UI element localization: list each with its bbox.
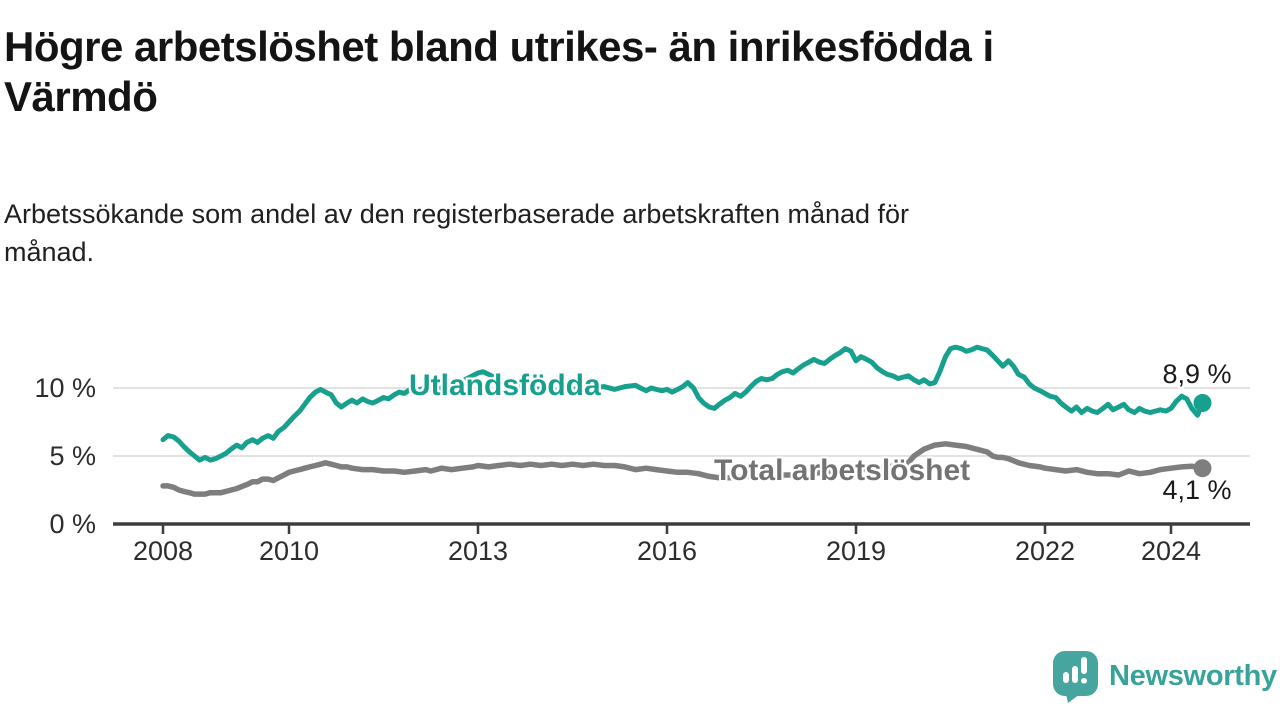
series-line-utlandsfodda bbox=[160, 344, 1205, 463]
end-value-utlandsfodda: 8,9 % bbox=[1162, 359, 1232, 389]
x-tick-label-2016: 2016 bbox=[636, 536, 698, 566]
series-end-dot-total bbox=[1193, 459, 1212, 478]
series-label-total-arbetsloshet: Total arbetslöshet bbox=[714, 454, 971, 487]
series-line-total bbox=[160, 441, 1206, 497]
x-tick-label-2010: 2010 bbox=[258, 536, 320, 566]
x-tick-label-2022: 2022 bbox=[1014, 536, 1076, 566]
y-tick-label-0: 0 % bbox=[49, 509, 96, 539]
series-label-utlandsfodda: Utlandsfödda bbox=[409, 369, 601, 402]
newsworthy-logo-text: Newsworthy bbox=[1109, 660, 1277, 692]
y-tick-label-10: 10 % bbox=[34, 373, 96, 403]
chart-title: Högre arbetslöshet bland utrikes- än inr… bbox=[4, 23, 994, 120]
x-tick-label-2024: 2024 bbox=[1140, 536, 1202, 566]
y-tick-label-5: 5 % bbox=[49, 441, 96, 471]
series-end-dot-utlandsfodda bbox=[1193, 393, 1212, 412]
newsworthy-logo-icon bbox=[1053, 651, 1098, 703]
end-value-total-arbetsloshet: 4,1 % bbox=[1162, 475, 1232, 505]
x-tick-label-2008: 2008 bbox=[132, 536, 194, 566]
chart-subtitle: Arbetssökande som andel av den registerb… bbox=[4, 199, 910, 267]
x-tick-label-2013: 2013 bbox=[447, 536, 509, 566]
newsworthy-logo: Newsworthy bbox=[1052, 650, 1277, 703]
x-tick-label-2019: 2019 bbox=[825, 536, 887, 566]
